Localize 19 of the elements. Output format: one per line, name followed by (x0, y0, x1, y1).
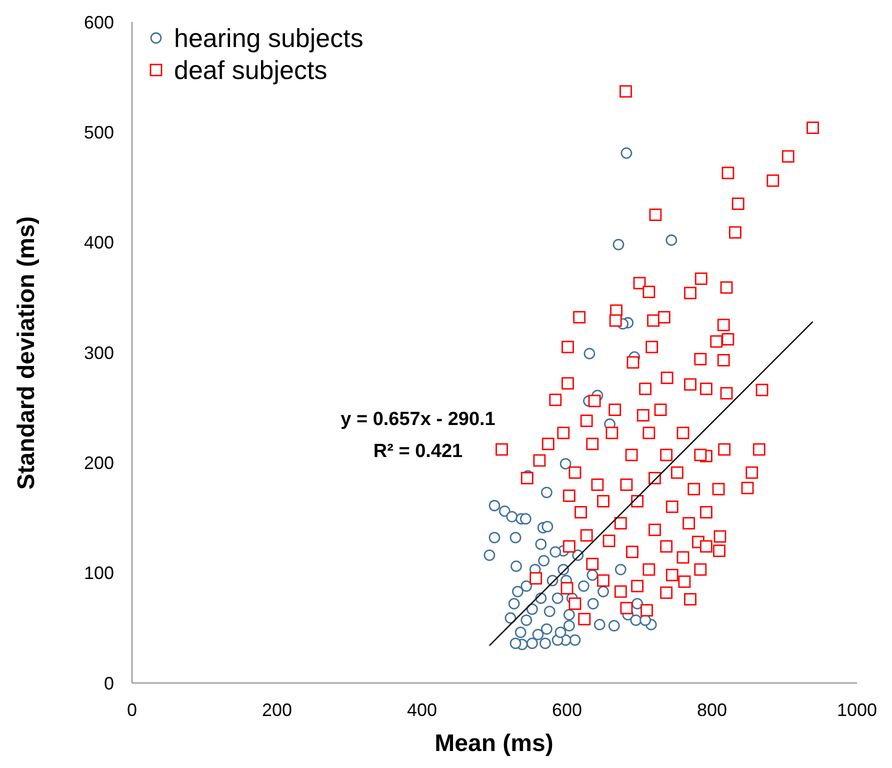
legend-label: hearing subjects (174, 22, 364, 54)
annotation: R² = 0.421 (372, 440, 464, 464)
y-axis-title: Standard deviation (ms) (13, 215, 41, 492)
y-tick-label: 500 (84, 122, 114, 143)
y-tick-label: 300 (84, 342, 114, 363)
y-tick-label: 0 (104, 673, 114, 694)
y-tick-label: 100 (84, 563, 114, 584)
y-tick-label: 400 (84, 232, 114, 253)
x-tick-label: 0 (126, 700, 138, 720)
x-tick-label: 400 (406, 700, 438, 720)
x-tick-label: 600 (552, 700, 582, 720)
x-tick-label: 200 (262, 700, 292, 720)
x-tick-label: 1000 (836, 700, 878, 720)
y-tick-label: 600 (84, 12, 114, 32)
y-tick-label: 200 (84, 453, 114, 474)
x-tick-label: 800 (696, 700, 728, 720)
annotation: y = 0.657x - 290.1 (340, 408, 496, 432)
x-axis-title: Mean (ms) (434, 730, 554, 758)
legend-label: deaf subjects (174, 54, 328, 86)
